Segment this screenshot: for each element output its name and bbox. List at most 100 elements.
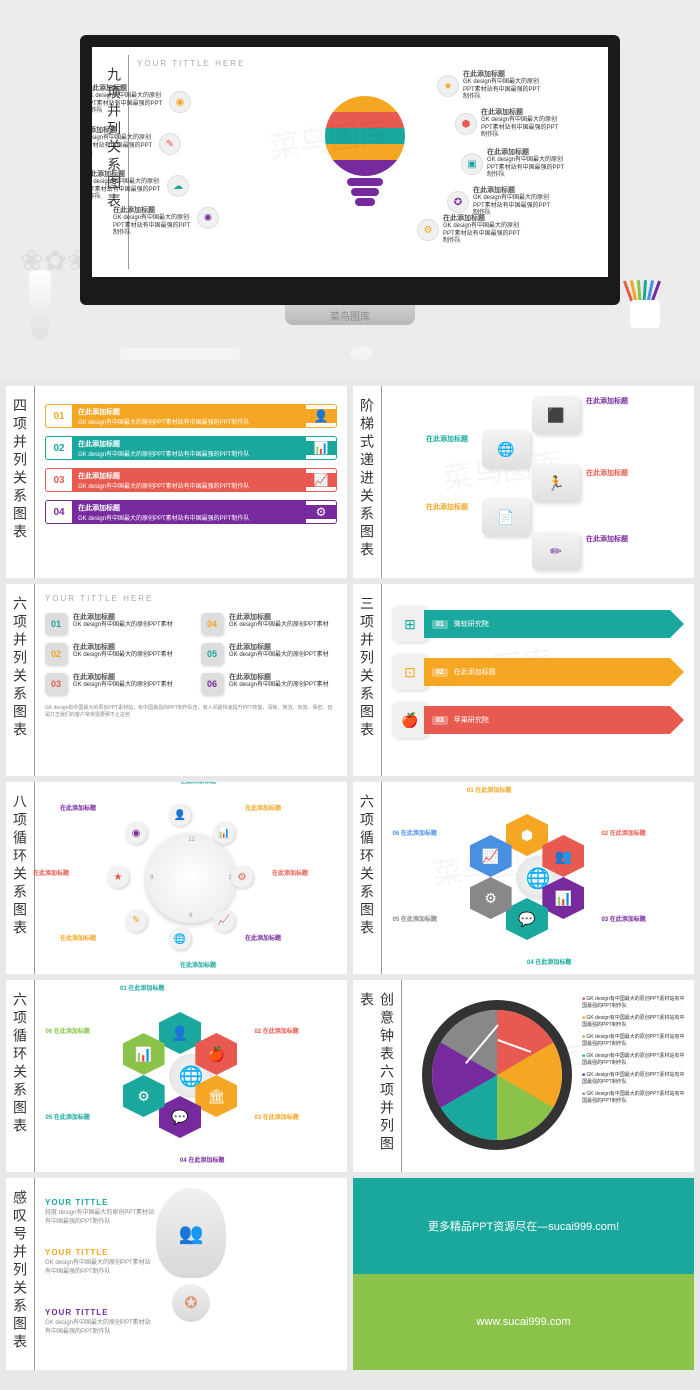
- pie-label: GK design有中国最大的原创PPT素材站有中国最强的PPT制作队: [582, 1034, 689, 1047]
- hero-node-label: 在此添加标题GK design有中国最大的原创PPT素材站有中国最强的PPT制作…: [487, 149, 567, 179]
- arrow-row: 🍎03苹果研究院: [392, 702, 684, 738]
- slide-hexagon-b: 六项循环关系图表 🌐 👤01 在此添加标题🍎02 在此添加标题🏛03 在此添加标…: [6, 980, 347, 1172]
- clock-node-label: 在此添加标题: [60, 936, 115, 943]
- hero-node: ⚙: [417, 219, 439, 241]
- slide-title: 六项循环关系图表: [6, 980, 35, 1172]
- six-item: 04在此添加标题GK design有中国最大的原创PPT素材: [201, 613, 337, 635]
- bar-item: 03在此添加标题GK design有中国最大的原创PPT素材站有中国最强的PPT…: [45, 468, 337, 492]
- hex-label: 04 在此添加标题: [527, 957, 587, 966]
- hero-node-label: 在此添加标题GK design有中国最大的原创PPT素材站有中国最强的PPT制作…: [463, 71, 543, 101]
- clock-node: 📈: [213, 910, 235, 932]
- clock-node-label: 在此添加标题: [60, 806, 115, 813]
- keyboard-decoration: [120, 348, 240, 360]
- monitor-stand-label: 菜鸟图库: [285, 305, 415, 325]
- clock-node: 📊: [213, 822, 235, 844]
- monitor-mockup: 九项并列关系图表 YOUR TITTLE HERE 菜鸟图库 ◉在此添加标题GK…: [80, 35, 620, 345]
- hero-section: ❀✿❀ 九项并列关系图表 YOUR TITTLE HERE 菜鸟图库 ◉在此添加…: [0, 0, 700, 380]
- slides-grid: 四项并列关系图表 01在此添加标题GK design有中国最大的原创PPT素材站…: [0, 380, 700, 1376]
- clock-node-label: 在此添加标题: [33, 871, 88, 878]
- hex-label: 03 在此添加标题: [254, 1112, 314, 1121]
- clock-node: ✎: [125, 910, 147, 932]
- slide-title: 三项并列关系图表: [353, 584, 382, 776]
- hero-node: ✺: [197, 207, 219, 229]
- clock-node: 🌐: [169, 928, 191, 950]
- hero-node-label: 在此添加标题GK design有中国最大的原创PPT素材站有中国最强的PPT制作…: [473, 187, 553, 217]
- hero-node-label: 在此添加标题GK design有中国最大的原创PPT素材站有中国最强的PPT制作…: [85, 85, 165, 115]
- six-item: 03在此添加标题GK design有中国最大的原创PPT素材: [45, 673, 181, 695]
- pie-label: GK design有中国最大的原创PPT素材站有中国最强的PPT制作队: [582, 1015, 689, 1028]
- clock-node-label: 在此添加标题: [245, 936, 300, 943]
- mouse-decoration: [350, 346, 372, 360]
- six-item: 05在此添加标题GK design有中国最大的原创PPT素材: [201, 643, 337, 665]
- hero-node: ✎: [159, 133, 181, 155]
- clock-node-label: 在此添加标题: [272, 871, 327, 878]
- hero-node-label: 在此添加标题GK design有中国最大的原创PPT素材站有中国最强的PPT制作…: [113, 207, 193, 237]
- slide-six-boxes: 六项并列关系图表 YOUR TITTLE HERE 01在此添加标题GK des…: [6, 584, 347, 776]
- hero-node: ▣: [461, 153, 483, 175]
- hex-label: 04 在此添加标题: [180, 1155, 240, 1164]
- bar-item: 04在此添加标题GK design有中国最大的原创PPT素材站有中国最强的PPT…: [45, 500, 337, 524]
- stair-box: ✏: [532, 532, 580, 570]
- pie-label: GK design有中国最大的原创PPT素材站有中国最强的PPT制作队: [582, 1072, 689, 1085]
- six-item: 06在此添加标题GK design有中国最大的原创PPT素材: [201, 673, 337, 695]
- clock-node-label: 在此添加标题: [180, 782, 235, 786]
- hex-label: 02 在此添加标题: [601, 828, 661, 837]
- exclaim-label: YOUR TITTLEGK design有中国最大的原创PPT素材站有中国最强的…: [45, 1248, 155, 1275]
- slide-three-arrows: 三项并列关系图表 菜鸟图库 ⊞01微软研究院⊡02在此添加标题🍎03苹果研究院: [353, 584, 694, 776]
- slide-title: 感叹号并列关系图表: [6, 1178, 35, 1370]
- hero-node: ◉: [169, 91, 191, 113]
- lightbulb-graphic: [320, 96, 410, 216]
- arrow-row: ⊡02在此添加标题: [392, 654, 684, 690]
- hex-label: 05 在此添加标题: [393, 914, 453, 923]
- clock-node: 👤: [169, 804, 191, 826]
- slide-title: 创意钟表六项并列图表: [353, 980, 402, 1172]
- slide-title: 六项并列关系图表: [6, 584, 35, 776]
- hero-node-label: 在此添加标题GK design有中国最大的原创PPT素材站有中国最强的PPT制作…: [481, 109, 561, 139]
- slide-title: 四项并列关系图表: [6, 386, 35, 578]
- bar-item: 01在此添加标题GK design有中国最大的原创PPT素材站有中国最强的PPT…: [45, 404, 337, 428]
- exclaim-top-icon: 👥: [156, 1188, 226, 1278]
- exclaim-label: YOUR TITTLE轻度 design有中国最大的原创PPT素材站有中国最强的…: [45, 1198, 155, 1225]
- stair-label: 在此添加标题: [586, 534, 646, 544]
- exclaim-label: YOUR TITTLEGK design有中国最大的原创PPT素材站有中国最强的…: [45, 1308, 155, 1335]
- hex-label: 06 在此添加标题: [46, 1026, 106, 1035]
- footer-banner: 更多精品PPT资源尽在—sucai999.com! www.sucai999.c…: [353, 1178, 694, 1370]
- hero-node: ☁: [167, 175, 189, 197]
- clock-node-label: 在此添加标题: [180, 963, 235, 970]
- stair-box: ⬛: [532, 396, 580, 434]
- slide-title: 阶梯式递进关系图表: [353, 386, 382, 578]
- clock-node-label: 在此添加标题: [245, 806, 300, 813]
- slide-hexagon-a: 六项循环关系图表 菜鸟图库 🌐 ⬢01 在此添加标题👥02 在此添加标题📊03 …: [353, 782, 694, 974]
- hero-subtitle: YOUR TITTLE HERE: [137, 59, 245, 68]
- bar-item: 02在此添加标题GK design有中国最大的原创PPT素材站有中国最强的PPT…: [45, 436, 337, 460]
- pie-clock: [422, 1000, 572, 1150]
- footer-text: GK design有中国最大的原创PPT素材站，有中国最强的PPT制作队伍，有人…: [45, 705, 337, 718]
- clock-node: ★: [107, 866, 129, 888]
- pie-label: GK design有中国最大的原创PPT素材站有中国最强的PPT制作队: [582, 996, 689, 1009]
- pie-label: GK design有中国最大的原创PPT素材站有中国最强的PPT制作队: [582, 1091, 689, 1104]
- hex-label: 06 在此添加标题: [393, 828, 453, 837]
- vase-decoration: ❀✿❀: [20, 252, 60, 340]
- slide-stairs: 阶梯式递进关系图表 菜鸟图库 ⬛在此添加标题🌐在此添加标题🏃在此添加标题📄在此添…: [353, 386, 694, 578]
- hero-node: ✪: [447, 191, 469, 213]
- slide-title: 八项循环关系图表: [6, 782, 35, 974]
- slide-exclaim: 感叹号并列关系图表 👥 ✪ YOUR TITTLE轻度 design有中国最大的…: [6, 1178, 347, 1370]
- pie-label: GK design有中国最大的原创PPT素材站有中国最强的PPT制作队: [582, 1053, 689, 1066]
- clock-node: ⚙: [231, 866, 253, 888]
- slide-pie-clock: 创意钟表六项并列图表 菜鸟图库 GK design有中国最大的原创PPT素材站有…: [353, 980, 694, 1172]
- hero-node: ⬢: [455, 113, 477, 135]
- banner-line2: www.sucai999.com: [353, 1274, 694, 1370]
- slide-clock-eight: 八项循环关系图表 12 3 6 9 👤在此添加标题📊在此添加标题⚙在此添加标题📈…: [6, 782, 347, 974]
- stair-label: 在此添加标题: [426, 434, 486, 444]
- hero-node-label: 在此添加标题GK design有中国最大的原创PPT素材站有中国最强的PPT制作…: [80, 127, 155, 157]
- six-item: 02在此添加标题GK design有中国最大的原创PPT素材: [45, 643, 181, 665]
- stair-box: 🌐: [482, 430, 530, 468]
- six-item: 01在此添加标题GK design有中国最大的原创PPT素材: [45, 613, 181, 635]
- stair-label: 在此添加标题: [586, 468, 646, 478]
- hex-label: 01 在此添加标题: [467, 785, 527, 794]
- slide-title: 六项循环关系图表: [353, 782, 382, 974]
- stair-box: 🏃: [532, 464, 580, 502]
- banner-line1: 更多精品PPT资源尽在—sucai999.com!: [353, 1178, 694, 1274]
- hero-node-label: 在此添加标题GK design有中国最大的原创PPT素材站有中国最强的PPT制作…: [443, 215, 523, 245]
- subtitle: YOUR TITTLE HERE: [45, 594, 337, 603]
